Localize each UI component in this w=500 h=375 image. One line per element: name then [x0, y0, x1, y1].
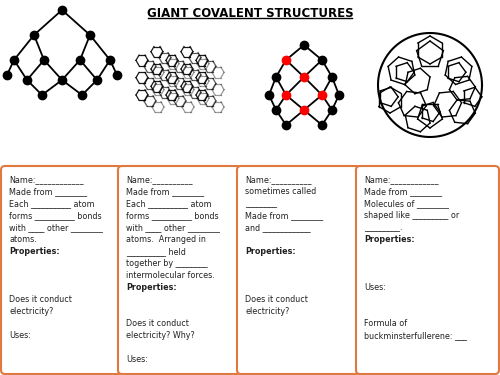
Text: atoms.: atoms. [9, 235, 37, 244]
FancyBboxPatch shape [1, 166, 122, 374]
Text: Made from ________: Made from ________ [126, 187, 204, 196]
Text: ________: ________ [245, 199, 277, 208]
Text: forms __________ bonds: forms __________ bonds [9, 211, 102, 220]
Text: Does it conduct: Does it conduct [245, 295, 308, 304]
Text: Name:__________: Name:__________ [245, 175, 312, 184]
Text: _________.: _________. [364, 223, 403, 232]
Text: Formula of: Formula of [364, 319, 407, 328]
Text: Molecules of ________: Molecules of ________ [364, 199, 449, 208]
Text: __________ held: __________ held [126, 247, 186, 256]
Text: Properties:: Properties: [9, 247, 59, 256]
Text: electricity? Why?: electricity? Why? [126, 331, 195, 340]
FancyBboxPatch shape [356, 166, 499, 374]
FancyBboxPatch shape [118, 166, 241, 374]
Text: forms __________ bonds: forms __________ bonds [126, 211, 218, 220]
FancyBboxPatch shape [237, 166, 360, 374]
Text: Made from ________: Made from ________ [245, 211, 323, 220]
Text: Name:____________: Name:____________ [9, 175, 84, 184]
Text: with ____ other ________: with ____ other ________ [126, 223, 220, 232]
Text: atoms.  Arranged in: atoms. Arranged in [126, 235, 206, 244]
Text: GIANT COVALENT STRUCTURES: GIANT COVALENT STRUCTURES [146, 7, 354, 20]
Text: Does it conduct: Does it conduct [126, 319, 189, 328]
Text: Properties:: Properties: [245, 247, 296, 256]
Text: Properties:: Properties: [364, 235, 414, 244]
Text: Uses:: Uses: [9, 331, 31, 340]
Text: Properties:: Properties: [126, 283, 176, 292]
Text: Made from ________: Made from ________ [9, 187, 87, 196]
Text: together by ________: together by ________ [126, 259, 208, 268]
Text: Does it conduct: Does it conduct [9, 295, 72, 304]
Text: intermolecular forces.: intermolecular forces. [126, 271, 215, 280]
Text: electricity?: electricity? [245, 307, 290, 316]
Text: Uses:: Uses: [364, 283, 386, 292]
Text: shaped like _________ or: shaped like _________ or [364, 211, 459, 220]
Text: with ____ other ________: with ____ other ________ [9, 223, 103, 232]
Text: buckminsterfullerene: ___: buckminsterfullerene: ___ [364, 331, 467, 340]
Text: Made from ________: Made from ________ [364, 187, 442, 196]
Text: electricity?: electricity? [9, 307, 54, 316]
Text: Name:____________: Name:____________ [364, 175, 438, 184]
Text: Name:__________: Name:__________ [126, 175, 192, 184]
Text: and ____________: and ____________ [245, 223, 310, 232]
Text: Each __________ atom: Each __________ atom [9, 199, 94, 208]
Text: sometimes called: sometimes called [245, 187, 316, 196]
Text: Each __________ atom: Each __________ atom [126, 199, 212, 208]
Text: Uses:: Uses: [126, 355, 148, 364]
